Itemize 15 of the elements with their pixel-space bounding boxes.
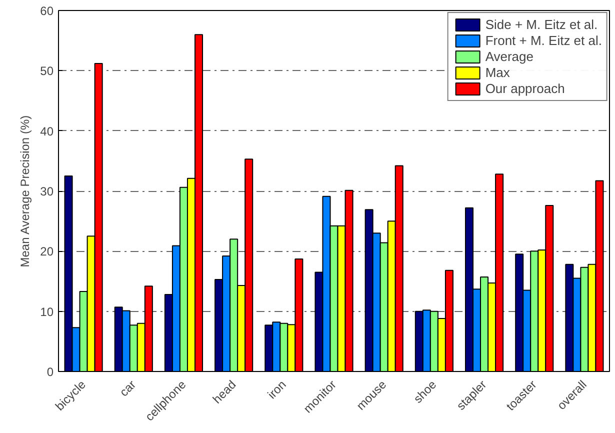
x-tick-label: car	[116, 378, 139, 400]
y-tick-label: 30	[40, 184, 54, 198]
legend-label: Average	[485, 49, 534, 64]
legend-label: Max	[485, 65, 510, 80]
x-tick-label: iron	[264, 378, 289, 402]
legend-label: Front + M. Eitz et al.	[485, 33, 602, 48]
y-tick-label: 40	[40, 124, 54, 138]
legend-label: Our approach	[485, 81, 565, 96]
legend-label: Side + M. Eitz et al.	[485, 17, 598, 32]
y-tick-label: 60	[40, 4, 54, 18]
y-tick-label: 20	[40, 244, 54, 259]
y-tick-label: 0	[46, 365, 54, 379]
y-axis-title: Mean Average Precision (%)	[18, 115, 32, 268]
y-tick-label: 50	[40, 64, 54, 78]
y-tick-label: 10	[40, 304, 54, 319]
